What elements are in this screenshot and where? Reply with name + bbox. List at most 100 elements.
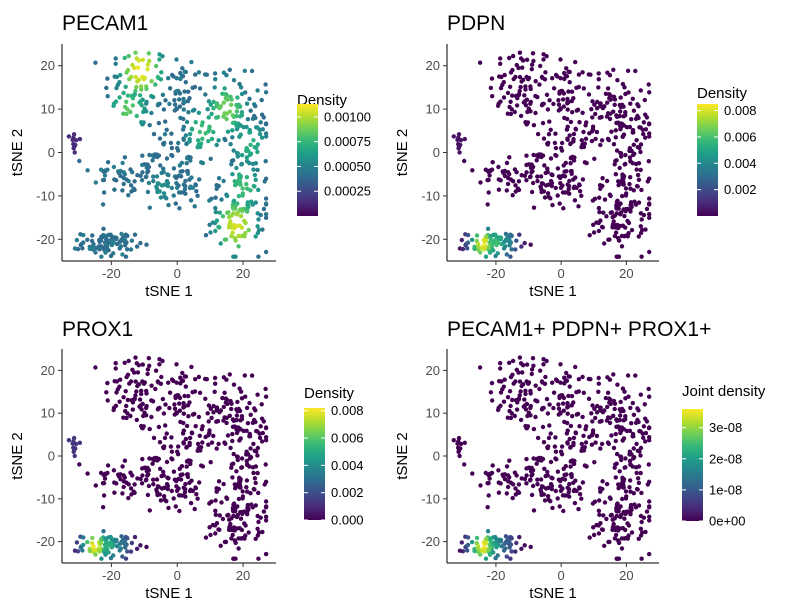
data-point	[154, 184, 159, 189]
data-point	[496, 468, 501, 473]
data-point	[456, 448, 462, 453]
data-point	[263, 425, 269, 430]
data-point	[501, 548, 507, 553]
data-point	[527, 174, 533, 180]
data-point	[222, 390, 227, 395]
data-point	[177, 408, 183, 413]
data-point	[225, 433, 231, 438]
data-point	[117, 384, 122, 389]
data-point	[161, 469, 166, 475]
data-point	[498, 61, 503, 66]
data-point	[186, 110, 191, 115]
data-point	[553, 488, 558, 494]
data-point	[221, 178, 226, 184]
data-point	[156, 181, 161, 186]
data-point	[580, 110, 585, 116]
data-point	[569, 168, 574, 174]
x-tick-label: -20	[487, 568, 506, 583]
data-point	[161, 494, 167, 499]
data-point	[625, 521, 630, 526]
data-point	[474, 535, 480, 541]
data-point	[507, 84, 513, 90]
data-point	[607, 116, 613, 122]
x-tick-label: -20	[487, 266, 506, 281]
data-point	[226, 512, 231, 518]
data-point	[514, 238, 519, 243]
data-point	[80, 548, 85, 553]
data-point	[145, 371, 150, 377]
data-point	[193, 72, 198, 77]
data-point	[617, 165, 622, 171]
data-point	[638, 167, 643, 173]
data-point	[81, 542, 86, 548]
data-point	[588, 72, 593, 77]
data-point	[220, 395, 225, 401]
data-point	[234, 454, 240, 459]
data-point	[123, 243, 128, 248]
data-point	[132, 482, 137, 487]
data-point	[604, 481, 610, 487]
data-point	[128, 183, 134, 188]
data-point	[611, 94, 617, 100]
data-point	[542, 466, 547, 471]
data-point	[570, 458, 575, 463]
data-point	[533, 398, 538, 403]
data-point	[85, 471, 90, 476]
y-tick-label: -10	[36, 188, 55, 203]
data-point	[181, 182, 186, 187]
data-point	[237, 134, 242, 139]
data-point	[542, 498, 548, 503]
data-point	[153, 368, 159, 373]
data-point	[529, 371, 534, 377]
data-point	[254, 125, 259, 130]
data-point	[263, 462, 268, 467]
data-point	[105, 160, 111, 165]
data-point	[540, 406, 545, 411]
data-point	[577, 492, 583, 497]
data-point	[183, 384, 188, 389]
data-point	[477, 365, 483, 370]
data-point	[194, 189, 199, 194]
data-point	[206, 138, 211, 144]
data-point	[491, 248, 496, 253]
colorbar-tick-label: 0.002	[724, 182, 757, 197]
data-point	[634, 465, 639, 470]
data-point	[634, 161, 639, 167]
data-point	[140, 170, 145, 175]
data-point	[161, 141, 166, 146]
data-point	[102, 245, 107, 250]
data-point	[641, 120, 647, 125]
data-point	[235, 154, 240, 159]
data-point	[521, 404, 526, 409]
data-point	[113, 56, 118, 61]
data-point	[224, 116, 229, 122]
data-point	[177, 104, 183, 109]
data-point	[533, 414, 538, 420]
data-point	[184, 119, 190, 125]
data-point	[590, 430, 596, 436]
data-point	[573, 431, 579, 436]
data-point	[189, 364, 194, 370]
data-point	[623, 209, 628, 214]
data-point	[163, 119, 168, 124]
data-point	[613, 230, 619, 235]
data-point	[169, 449, 175, 454]
data-point	[505, 90, 511, 96]
data-point	[647, 249, 652, 255]
data-point	[590, 419, 595, 424]
data-point	[197, 480, 202, 485]
data-point	[121, 90, 126, 96]
data-point	[211, 106, 216, 111]
data-point	[174, 57, 179, 62]
data-point	[242, 68, 247, 74]
data-point	[498, 403, 503, 408]
data-point	[641, 515, 647, 520]
data-point	[125, 93, 131, 98]
data-point	[246, 452, 251, 457]
data-point	[176, 444, 181, 449]
data-point	[488, 539, 493, 544]
data-point	[502, 72, 507, 78]
data-point	[263, 514, 269, 519]
data-point	[186, 154, 191, 160]
data-point	[203, 233, 209, 238]
